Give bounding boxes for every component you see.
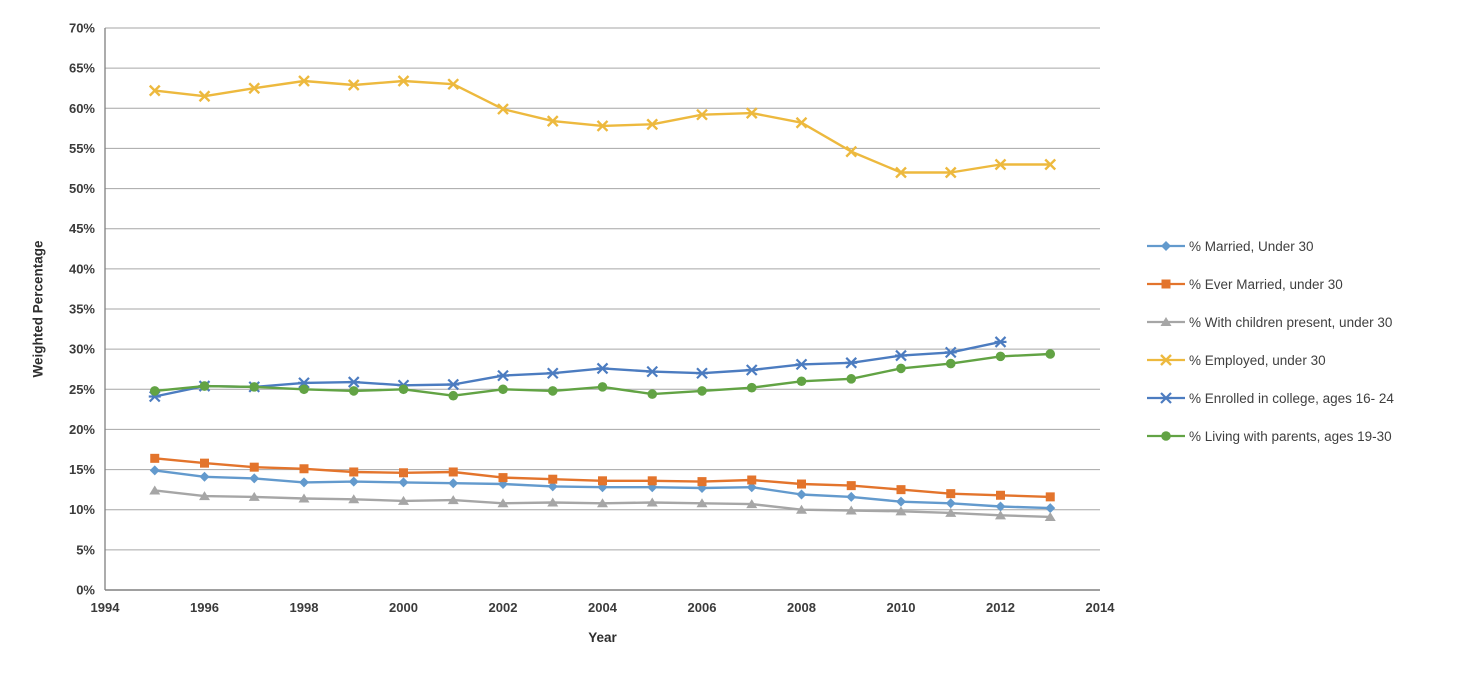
x-tick-label: 1996 (190, 600, 219, 615)
legend-item: % Living with parents, ages 19-30 (1146, 417, 1394, 455)
y-tick-label: 45% (69, 221, 95, 236)
series-employed-under-30 (148, 75, 1057, 179)
series-married-under-30 (149, 465, 1056, 514)
ever-married-series-marker-icon (1146, 277, 1186, 291)
series-ever-married-under-30 (150, 453, 1055, 502)
married-series-marker-icon (1146, 239, 1186, 253)
axis-tick-labels: 0% 5% 10% 15% 20% 25% 30% 35% 40% 45% 50% 55% 60% 65%… (69, 21, 1115, 616)
y-tick-label: 40% (69, 261, 95, 276)
y-tick-label: 55% (69, 141, 95, 156)
legend-item-label: % Ever Married, under 30 (1189, 276, 1343, 292)
y-tick-label: 60% (69, 101, 95, 116)
x-tick-label: 1998 (290, 600, 319, 615)
living-with-parents-series-marker-icon (1146, 429, 1186, 443)
y-tick-label: 5% (76, 542, 95, 557)
enrolled-college-series-marker-icon (1146, 391, 1186, 405)
legend: % Married, Under 30 % Ever Married, unde… (1146, 227, 1394, 455)
y-tick-label: 10% (69, 502, 95, 517)
x-axis-title: Year (588, 630, 617, 645)
y-tick-label: 65% (69, 61, 95, 76)
x-tick-label: 2008 (787, 600, 816, 615)
employed-series-marker-icon (1146, 353, 1186, 367)
children-present-series-marker-icon (1146, 315, 1186, 329)
x-tick-label: 1994 (91, 600, 121, 615)
legend-item-label: % Enrolled in college, ages 16- 24 (1189, 390, 1394, 406)
y-tick-label: 70% (69, 21, 95, 36)
series-with-children-present-under-30 (149, 485, 1056, 521)
y-tick-label: 0% (76, 583, 95, 598)
legend-item-label: % Living with parents, ages 19-30 (1189, 428, 1392, 444)
legend-item: % With children present, under 30 (1146, 303, 1394, 341)
y-tick-label: 30% (69, 342, 95, 357)
legend-item-label: % With children present, under 30 (1189, 314, 1393, 330)
legend-item-label: % Employed, under 30 (1189, 352, 1326, 368)
series-enrolled-in-college-ages-16-24 (148, 336, 1007, 403)
y-tick-label: 25% (69, 382, 95, 397)
y-tick-label: 50% (69, 181, 95, 196)
x-tick-label: 2012 (986, 600, 1015, 615)
y-axis-title: Weighted Percentage (30, 240, 46, 378)
series-line (154, 340, 1001, 398)
series-living-with-parents-ages-19-30 (149, 349, 1056, 401)
y-tick-label: 20% (69, 422, 95, 437)
y-tick-label: 35% (69, 302, 95, 317)
legend-item: % Enrolled in college, ages 16- 24 (1146, 379, 1394, 417)
x-tick-label: 2006 (688, 600, 717, 615)
legend-item-label: % Married, Under 30 (1189, 238, 1314, 254)
x-tick-label: 2004 (588, 600, 618, 615)
legend-item: % Ever Married, under 30 (1146, 265, 1394, 303)
x-tick-label: 2002 (489, 600, 518, 615)
legend-item: % Employed, under 30 (1146, 341, 1394, 379)
x-tick-label: 2000 (389, 600, 418, 615)
x-tick-label: 2010 (887, 600, 916, 615)
x-tick-label: 2014 (1086, 600, 1116, 615)
legend-item: % Married, Under 30 (1146, 227, 1394, 265)
y-tick-label: 15% (69, 462, 95, 477)
